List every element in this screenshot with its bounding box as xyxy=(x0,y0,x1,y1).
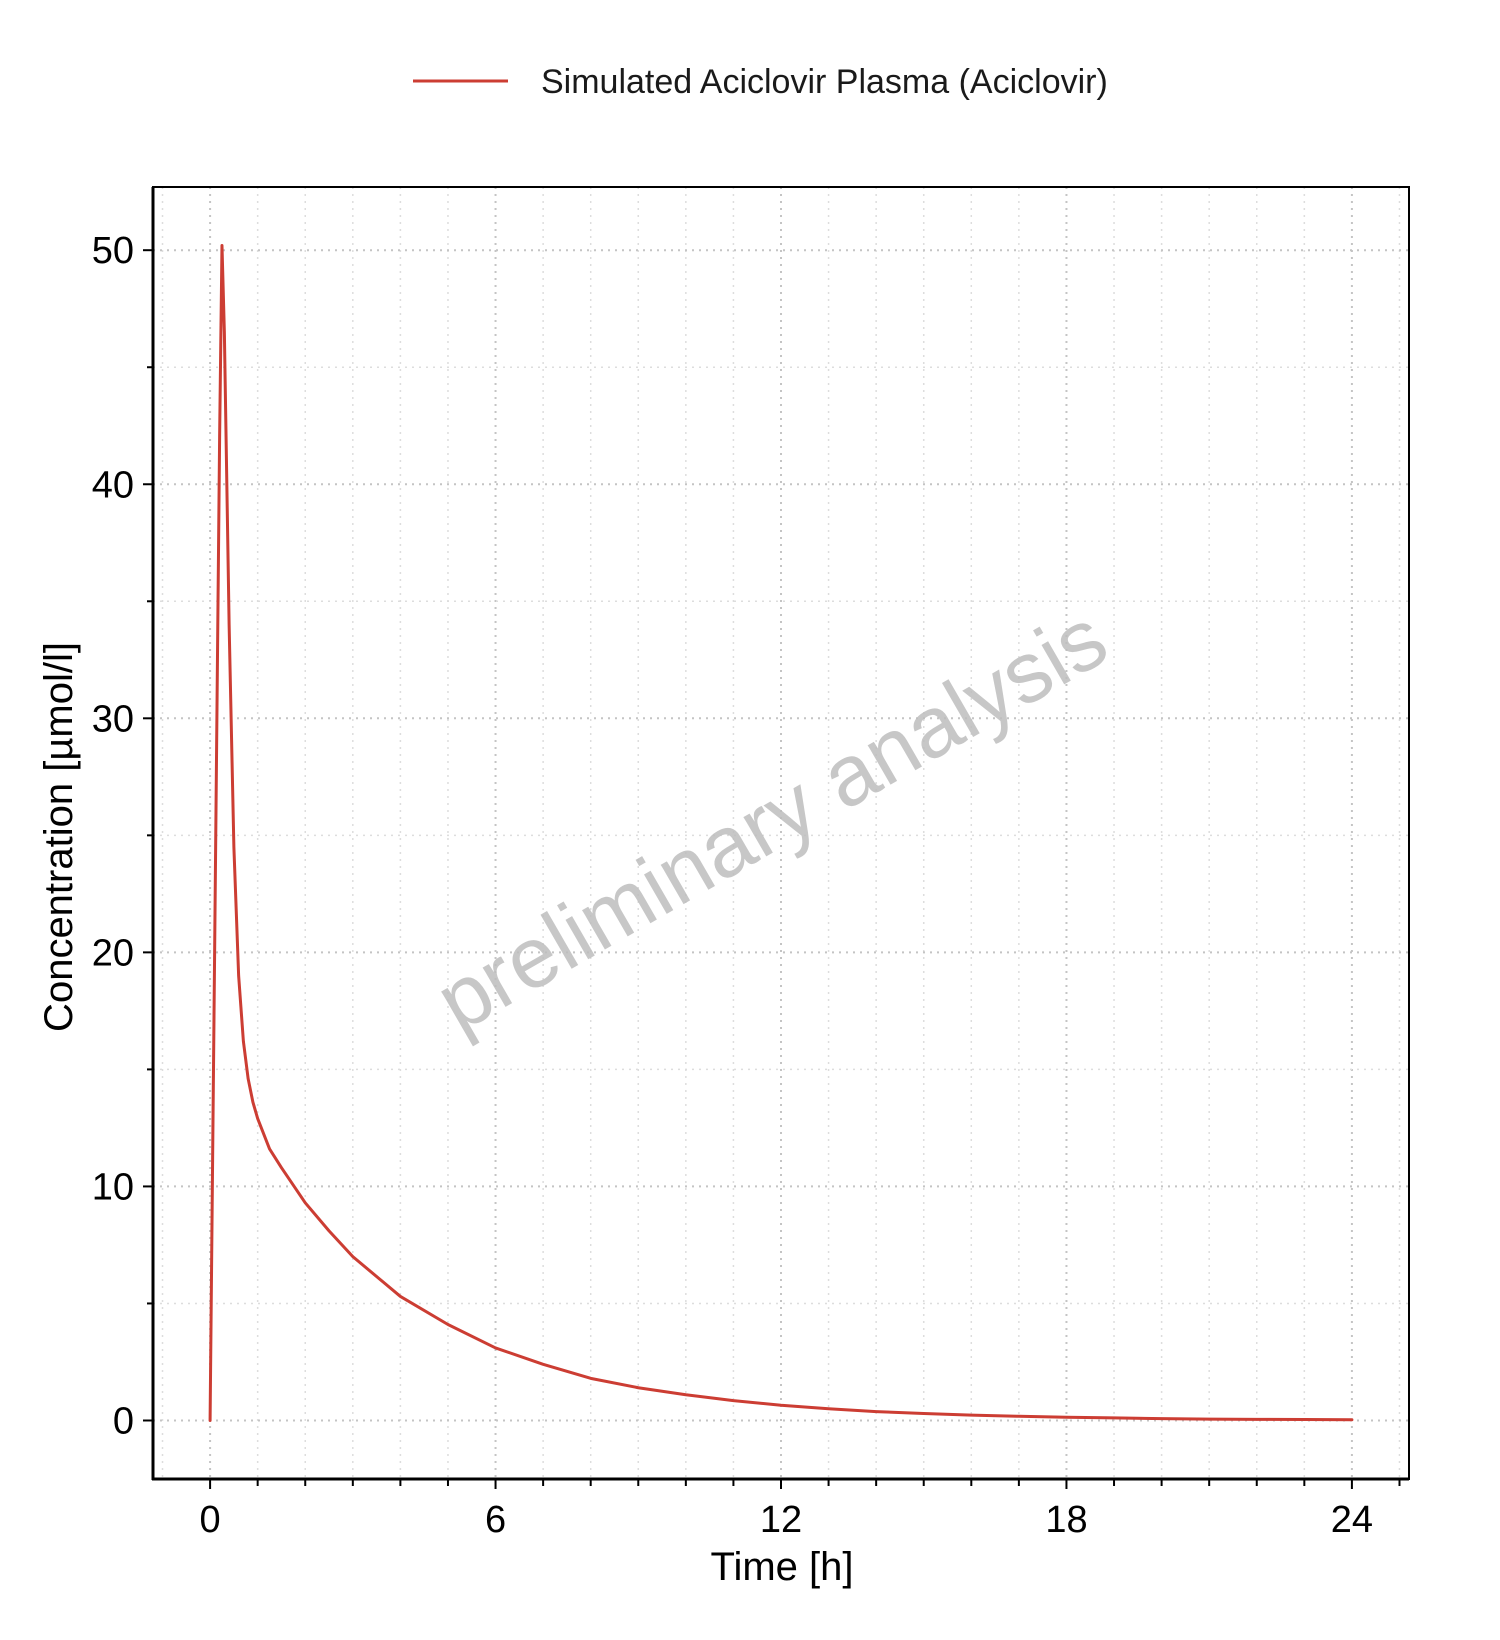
x-tick-label: 6 xyxy=(485,1499,506,1541)
x-tick-label: 24 xyxy=(1331,1499,1373,1541)
y-tick-label: 10 xyxy=(92,1166,134,1208)
x-tick-label: 18 xyxy=(1045,1499,1087,1541)
y-tick-label: 20 xyxy=(92,932,134,974)
x-tick-label: 12 xyxy=(760,1499,802,1541)
watermark-text: preliminary analysis xyxy=(421,590,1123,1051)
y-tick-label: 40 xyxy=(92,464,134,506)
axes: 0 6 12 18 24 0 10 20 30 40 50 xyxy=(92,187,1409,1541)
legend: Simulated Aciclovir Plasma (Aciclovir) xyxy=(413,63,1108,101)
x-tick-label: 0 xyxy=(200,1499,221,1541)
y-tick-label: 50 xyxy=(92,230,134,272)
series-line-simulated-aciclovir xyxy=(208,244,1354,1422)
y-axis-title: Concentration [µmol/l] xyxy=(37,642,81,1032)
series-layer xyxy=(208,244,1354,1422)
legend-label-simulated-aciclovir: Simulated Aciclovir Plasma (Aciclovir) xyxy=(541,63,1108,101)
y-tick-label: 0 xyxy=(113,1400,134,1442)
x-axis-title: Time [h] xyxy=(711,1545,854,1589)
grid-lines xyxy=(153,187,1409,1479)
y-tick-label: 30 xyxy=(92,698,134,740)
